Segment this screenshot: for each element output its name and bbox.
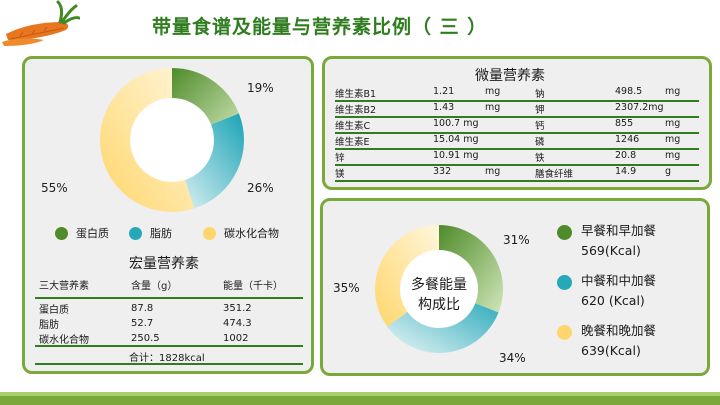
circle-icon (203, 226, 216, 240)
legend-lunch: 中餐和中加餐 620 (Kcal) (581, 273, 657, 308)
circle-icon (557, 225, 572, 240)
legend-carbs: 碳水化合物 (203, 225, 279, 241)
circle-icon (557, 325, 572, 340)
macro-table: 三大营养素 含量（g） 能量（千卡） (37, 277, 303, 292)
donut-hole (400, 250, 478, 328)
legend-dinner: 晚餐和晚加餐 639(Kcal) (581, 323, 657, 358)
meal-panel: 多餐能量 构成比 31% 34% 35% 早餐和早加餐 569(Kcal) 中餐… (320, 198, 710, 376)
page-title: 带量食谱及能量与营养素比例（ 三 ） (152, 16, 488, 38)
macro-donut-chart (100, 68, 244, 212)
header-cell: 含量（g） (131, 281, 178, 292)
lunch-pct-label: 34% (499, 351, 526, 365)
donut-hole (130, 98, 214, 182)
legend-protein: 蛋白质 (55, 225, 109, 241)
meal-donut-chart (375, 225, 503, 353)
header-cell: 能量（千卡） (223, 281, 283, 292)
protein-pct-label: 19% (247, 81, 274, 95)
macro-table-body: 蛋白质 87.8 351.2 脂肪 52.7 474.3 碳水化合物 250.5… (37, 301, 303, 346)
table-row: 维生素B2 1.43 mg 钾 2307.2mg (335, 101, 699, 118)
legend-label: 碳水化合物 (224, 227, 279, 240)
table-header-row: 三大营养素 含量（g） 能量（千卡） (37, 277, 303, 292)
table-row: 维生素C 100.7 mg 钙 855 mg (335, 117, 699, 134)
center-line1: 多餐能量 (411, 277, 467, 293)
carbs-pct-label: 55% (41, 181, 68, 195)
table-row: 碳水化合物 250.5 1002 (39, 333, 249, 346)
micro-table-title: 微量营养素 (475, 68, 545, 84)
macro-table-title: 宏量营养素 (129, 256, 199, 272)
macro-total: 合计：1828kcal (129, 353, 205, 364)
circle-icon (557, 275, 572, 290)
macro-panel: 19% 26% 55% 蛋白质 脂肪 碳水化合物 宏量营养素 三大营养素 含量（… (22, 56, 314, 374)
micro-panel: 微量营养素 维生素B1 1.21 mg 钠 498.5 mg 维生素B2 1.43 mg 钾 230… (322, 56, 712, 190)
legend-breakfast: 早餐和早加餐 569(Kcal) (581, 223, 657, 258)
circle-icon (55, 226, 68, 240)
table-row: 镁 332 mg 膳食纤维 14.9 g (335, 165, 699, 182)
carrot-image (2, 0, 80, 46)
table-row: 锌 10.91 mg 铁 20.8 mg (335, 149, 699, 166)
legend-label: 脂肪 (150, 227, 172, 240)
fat-pct-label: 26% (247, 181, 274, 195)
footer-band (0, 392, 720, 405)
breakfast-pct-label: 31% (503, 233, 530, 247)
table-row: 维生素E 15.04 mg 磷 1246 mg (335, 133, 699, 150)
dinner-pct-label: 35% (333, 281, 360, 295)
center-line2: 构成比 (418, 297, 460, 313)
table-row: 脂肪 52.7 474.3 (39, 318, 252, 331)
table-row: 维生素B1 1.21 mg 钠 498.5 mg (335, 85, 699, 102)
circle-icon (129, 226, 142, 240)
legend-label: 蛋白质 (76, 227, 109, 240)
meal-donut-center: 多餐能量 构成比 (409, 275, 469, 315)
table-row: 蛋白质 87.8 351.2 (39, 303, 252, 316)
header-cell: 三大营养素 (39, 281, 89, 292)
legend-fat: 脂肪 (129, 225, 172, 241)
